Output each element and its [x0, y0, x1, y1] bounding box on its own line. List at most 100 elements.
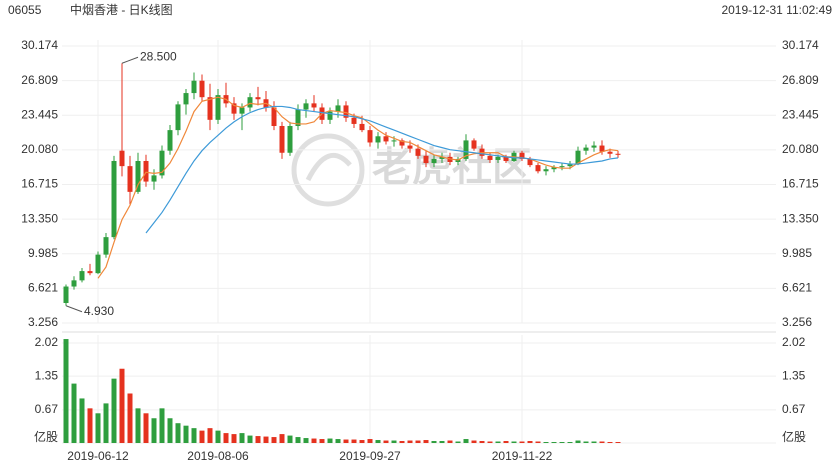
- volume-bar: [311, 438, 317, 443]
- candle-body: [519, 152, 525, 159]
- volume-bar: [503, 441, 509, 443]
- candle-body: [159, 150, 165, 176]
- volume-bar: [471, 440, 477, 443]
- candle-body: [471, 140, 477, 149]
- volume-bar: [295, 437, 301, 443]
- candle-body: [143, 160, 149, 182]
- volume-bar: [463, 439, 469, 443]
- volume-bar: [511, 441, 517, 443]
- candle-body: [63, 286, 69, 303]
- annotation-line: [121, 56, 139, 64]
- candle-body: [95, 254, 101, 274]
- candle-body: [295, 109, 301, 126]
- volume-bar: [543, 442, 549, 443]
- candle-body: [575, 150, 581, 165]
- candle-body: [599, 145, 605, 152]
- y-tick-label-right: 16.715: [782, 177, 819, 191]
- y-tick-label-right: 26.809: [782, 73, 819, 87]
- candle-body: [463, 140, 469, 159]
- volume-bar: [175, 423, 181, 443]
- candle-body: [535, 165, 541, 172]
- y-tick-label: 23.445: [21, 107, 58, 121]
- volume-bar: [607, 442, 613, 443]
- volume-tick-label: 1.35: [35, 368, 59, 382]
- candle-body: [487, 155, 493, 160]
- candle-body: [431, 158, 437, 164]
- volume-bar: [423, 440, 429, 443]
- candle-body: [607, 151, 613, 154]
- candle-body: [503, 156, 509, 161]
- candle-body: [135, 160, 141, 192]
- candle-body: [191, 80, 197, 94]
- candle-body: [231, 103, 237, 114]
- candle-body: [199, 80, 205, 98]
- candle-body: [303, 103, 309, 110]
- candle-body: [343, 105, 349, 118]
- volume-bar: [455, 441, 461, 443]
- volume-bar: [375, 440, 381, 443]
- candle-body: [151, 175, 157, 182]
- volume-bar: [63, 339, 69, 443]
- volume-bar: [247, 435, 253, 443]
- volume-bar: [479, 441, 485, 443]
- candle-body: [551, 167, 557, 170]
- watermark-logo: [291, 133, 365, 207]
- volume-bar: [271, 437, 277, 443]
- candle-body: [391, 140, 397, 142]
- candle-body: [415, 148, 421, 156]
- y-tick-label: 30.174: [21, 38, 58, 52]
- candle-body: [375, 136, 381, 143]
- volume-bar: [559, 442, 565, 443]
- volume-bar: [183, 425, 189, 443]
- volume-bar: [103, 403, 109, 443]
- volume-bar: [71, 383, 77, 443]
- stock-code: 06055: [8, 3, 42, 17]
- candle-body: [567, 164, 573, 167]
- volume-bar: [167, 418, 173, 443]
- volume-bar: [127, 393, 133, 443]
- volume-tick-label-right: 亿股: [782, 429, 806, 444]
- candle-body: [247, 97, 253, 108]
- annotation: 28.500: [140, 49, 177, 63]
- moving-average: [145, 105, 619, 234]
- volume-bar: [399, 441, 405, 443]
- candle-body: [615, 153, 621, 155]
- volume-bar: [223, 433, 229, 443]
- volume-bar: [599, 441, 605, 443]
- volume-bar: [215, 430, 221, 443]
- candle-body: [583, 147, 589, 151]
- y-tick-label: 6.621: [28, 281, 58, 295]
- volume-bar: [367, 439, 373, 443]
- volume-bar: [327, 438, 333, 443]
- volume-bar: [239, 433, 245, 443]
- candle-body: [383, 136, 389, 142]
- candle-body: [255, 97, 261, 100]
- volume-bar: [551, 442, 557, 443]
- volume-bar: [143, 413, 149, 443]
- volume-bar: [415, 440, 421, 443]
- volume-bar: [567, 442, 573, 443]
- candle-body: [87, 271, 93, 274]
- volume-bar: [263, 436, 269, 443]
- volume-bar: [207, 428, 213, 443]
- candle-body: [335, 105, 341, 112]
- y-tick-label: 20.080: [21, 142, 58, 156]
- volume-bar: [439, 441, 445, 443]
- candle-body: [591, 145, 597, 148]
- x-tick-label: 2019-06-12: [67, 449, 129, 463]
- volume-bar: [495, 441, 501, 443]
- candle-body: [527, 158, 533, 166]
- volume-tick-label-right: 0.67: [782, 402, 806, 416]
- candle-body: [439, 156, 445, 159]
- volume-bar: [487, 441, 493, 443]
- volume-tick-label-right: 1.35: [782, 368, 806, 382]
- volume-bar: [191, 428, 197, 443]
- y-tick-label-right: 20.080: [782, 142, 819, 156]
- candle-body: [103, 237, 109, 255]
- candle-body: [311, 103, 317, 108]
- volume-bar: [431, 441, 437, 443]
- candle-body: [359, 123, 365, 131]
- volume-bar: [575, 440, 581, 443]
- chart-title: 中烟香港 - 日K线图: [70, 2, 173, 17]
- volume-bar: [527, 441, 533, 443]
